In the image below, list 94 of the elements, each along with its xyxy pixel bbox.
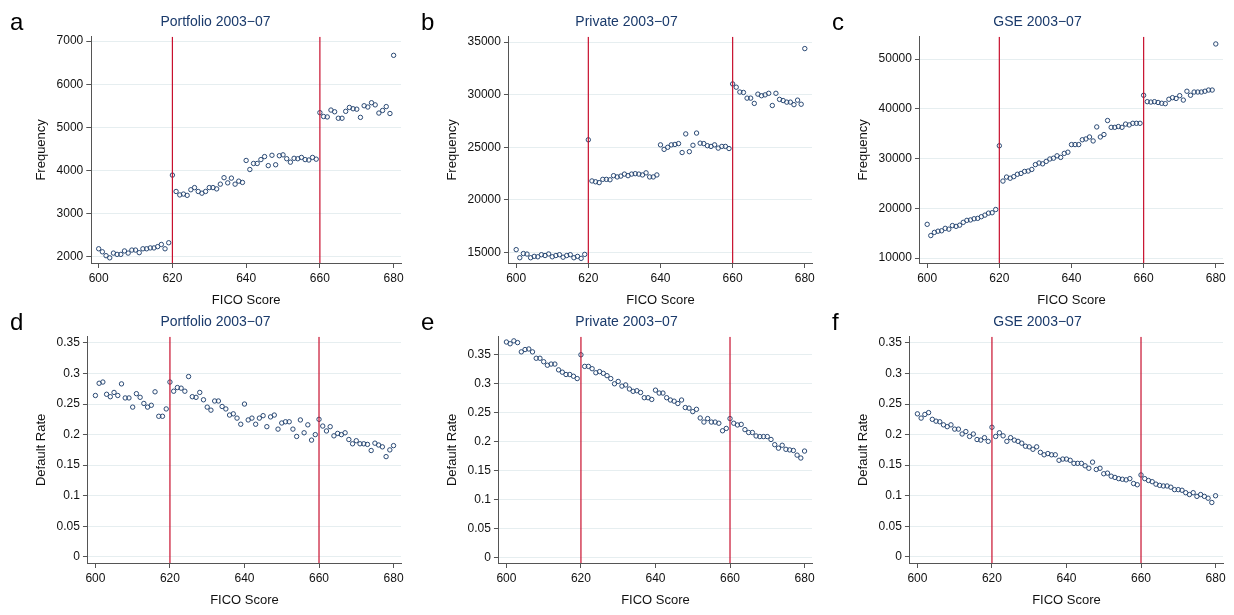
y-axis-title: Frequency bbox=[855, 118, 871, 181]
y-axis-title: Frequency bbox=[444, 118, 460, 181]
x-axis-title: FICO Score bbox=[1037, 291, 1106, 307]
x-tick-label: 600 bbox=[506, 270, 527, 285]
y-tick-label: 15000 bbox=[467, 244, 502, 259]
x-tick-label: 680 bbox=[383, 270, 404, 285]
x-axis-title: FICO Score bbox=[210, 591, 279, 607]
y-tick-label: 0 bbox=[73, 549, 81, 564]
y-tick-label: 50000 bbox=[878, 51, 913, 66]
x-tick-label: 620 bbox=[989, 270, 1010, 285]
x-axis-title: FICO Score bbox=[211, 291, 281, 307]
y-tick-label: 5000 bbox=[56, 119, 84, 134]
x-tick-label: 680 bbox=[1205, 570, 1226, 585]
y-tick-label: 0.3 bbox=[885, 365, 903, 380]
x-tick-label: 660 bbox=[309, 570, 330, 585]
x-tick-label: 680 bbox=[383, 570, 404, 585]
x-tick-label: 680 bbox=[794, 270, 816, 285]
y-tick-label: 0.3 bbox=[474, 375, 492, 390]
x-tick-label: 620 bbox=[570, 570, 592, 585]
y-axis-title: Frequency bbox=[33, 118, 49, 181]
chart-title: Portfolio 2003−07 bbox=[160, 13, 271, 30]
x-axis-title: FICO Score bbox=[1032, 591, 1101, 607]
x-axis-title: FICO Score bbox=[621, 591, 690, 607]
y-tick-label: 30000 bbox=[467, 86, 502, 101]
x-tick-label: 640 bbox=[1056, 570, 1077, 585]
x-tick-label: 680 bbox=[794, 570, 815, 585]
y-tick-label: 0.35 bbox=[56, 335, 81, 350]
x-axis-title: FICO Score bbox=[626, 291, 695, 307]
x-tick-label: 600 bbox=[85, 570, 106, 585]
chart-title: Portfolio 2003−07 bbox=[160, 313, 271, 330]
x-tick-label: 620 bbox=[578, 270, 599, 285]
y-tick-label: 0.05 bbox=[56, 518, 81, 533]
y-tick-label: 30000 bbox=[878, 150, 913, 165]
y-tick-label: 0.15 bbox=[56, 457, 81, 472]
y-tick-label: 0.2 bbox=[885, 426, 903, 441]
y-tick-label: 2000 bbox=[56, 248, 84, 263]
y-tick-label: 0.15 bbox=[878, 457, 903, 472]
x-tick-label: 600 bbox=[907, 570, 928, 585]
y-tick-label: 0.1 bbox=[63, 488, 81, 503]
y-tick-label: 10000 bbox=[878, 250, 913, 265]
y-axis-title: Default Rate bbox=[444, 413, 460, 487]
x-tick-label: 640 bbox=[650, 270, 671, 285]
x-tick-label: 660 bbox=[309, 270, 331, 285]
x-tick-label: 620 bbox=[162, 270, 183, 285]
y-tick-label: 0 bbox=[484, 549, 492, 564]
y-tick-label: 0.2 bbox=[474, 433, 492, 448]
y-tick-label: 20000 bbox=[467, 192, 502, 207]
y-tick-label: 6000 bbox=[56, 76, 84, 91]
x-tick-label: 660 bbox=[1133, 270, 1154, 285]
chart-title: Private 2003−07 bbox=[575, 13, 678, 30]
y-tick-label: 0.35 bbox=[878, 335, 903, 350]
y-tick-label: 0.25 bbox=[878, 396, 903, 411]
chart-title: GSE 2003−07 bbox=[993, 13, 1082, 30]
x-tick-label: 640 bbox=[645, 570, 666, 585]
x-tick-label: 600 bbox=[88, 270, 109, 285]
y-tick-label: 4000 bbox=[56, 162, 84, 177]
y-tick-label: 0.25 bbox=[467, 404, 492, 419]
y-tick-label: 0.1 bbox=[474, 491, 492, 506]
y-tick-label: 3000 bbox=[56, 205, 84, 220]
x-tick-label: 660 bbox=[720, 570, 741, 585]
y-tick-label: 0 bbox=[895, 549, 903, 564]
text: e bbox=[421, 308, 435, 336]
text: f bbox=[832, 308, 839, 336]
x-tick-label: 680 bbox=[1205, 270, 1227, 285]
y-tick-label: 0.1 bbox=[885, 488, 903, 503]
text: d bbox=[10, 308, 24, 336]
chart-title: Private 2003−07 bbox=[575, 313, 678, 330]
x-tick-label: 600 bbox=[496, 570, 517, 585]
y-tick-label: 0.35 bbox=[467, 346, 492, 361]
y-tick-label: 35000 bbox=[467, 34, 502, 49]
y-tick-label: 25000 bbox=[467, 139, 502, 154]
chart-title: GSE 2003−07 bbox=[993, 313, 1082, 330]
y-tick-label: 0.3 bbox=[63, 365, 81, 380]
x-tick-label: 620 bbox=[159, 570, 181, 585]
x-tick-label: 660 bbox=[722, 270, 743, 285]
x-tick-label: 620 bbox=[981, 570, 1003, 585]
x-tick-label: 640 bbox=[234, 570, 255, 585]
y-tick-label: 7000 bbox=[56, 33, 84, 48]
y-tick-label: 20000 bbox=[878, 200, 913, 215]
x-tick-label: 660 bbox=[1131, 570, 1152, 585]
y-tick-label: 0.05 bbox=[878, 518, 903, 533]
y-axis-title: Default Rate bbox=[33, 413, 49, 487]
x-tick-label: 640 bbox=[1061, 270, 1082, 285]
y-tick-label: 0.25 bbox=[56, 396, 81, 411]
x-tick-label: 600 bbox=[917, 270, 938, 285]
y-tick-label: 0.2 bbox=[63, 426, 81, 441]
text: b bbox=[421, 8, 435, 36]
x-tick-label: 640 bbox=[236, 270, 257, 285]
text: a bbox=[10, 8, 24, 36]
y-tick-label: 0.15 bbox=[467, 462, 492, 477]
y-tick-label: 40000 bbox=[878, 101, 913, 116]
text: c bbox=[832, 8, 844, 36]
y-axis-title: Default Rate bbox=[855, 413, 871, 487]
y-tick-label: 0.05 bbox=[467, 520, 492, 535]
